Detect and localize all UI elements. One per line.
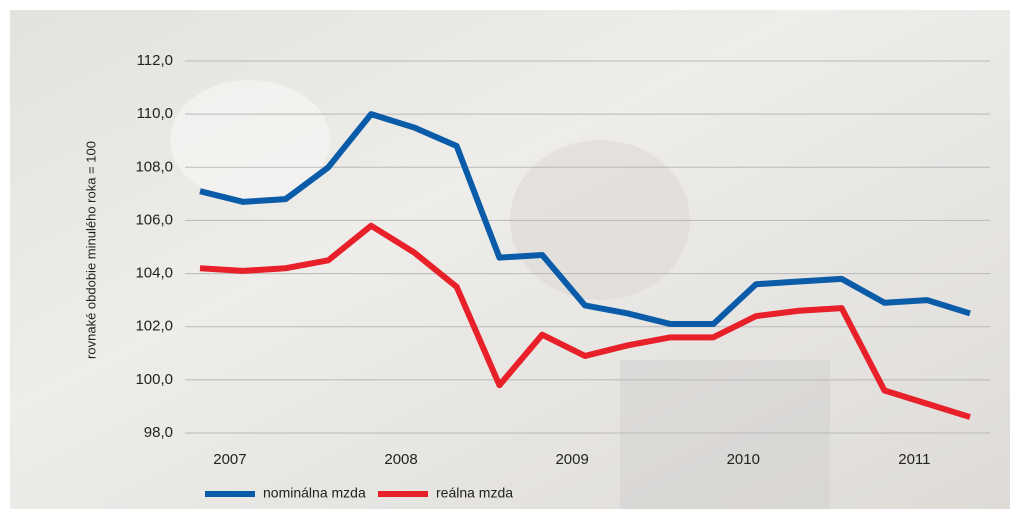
data-line xyxy=(199,111,971,328)
y-axis-label: rovnaké obdobie minulého roka = 100 xyxy=(83,141,98,359)
y-tick-label: 104,0 xyxy=(135,265,173,282)
y-tick-label: 110,0 xyxy=(137,105,173,122)
x-tick-label: 2008 xyxy=(384,451,417,468)
legend-label: reálna mzda xyxy=(436,485,513,501)
y-tick-label: 112,0 xyxy=(137,52,173,69)
x-tick-label: 2011 xyxy=(898,451,930,468)
y-tick-label: 100,0 xyxy=(135,371,173,388)
x-tick-label: 2010 xyxy=(727,451,760,468)
data-line xyxy=(199,222,971,420)
y-tick-label: 98,0 xyxy=(144,424,173,441)
legend-label: nominálna mzda xyxy=(263,485,366,501)
y-tick-label: 102,0 xyxy=(135,318,173,335)
photo-detail xyxy=(620,360,830,509)
y-tick-label: 106,0 xyxy=(135,211,173,228)
x-tick-label: 2009 xyxy=(555,451,588,468)
y-tick-label: 108,0 xyxy=(135,158,173,175)
photo-detail xyxy=(170,80,330,200)
x-tick-label: 2007 xyxy=(213,451,246,468)
